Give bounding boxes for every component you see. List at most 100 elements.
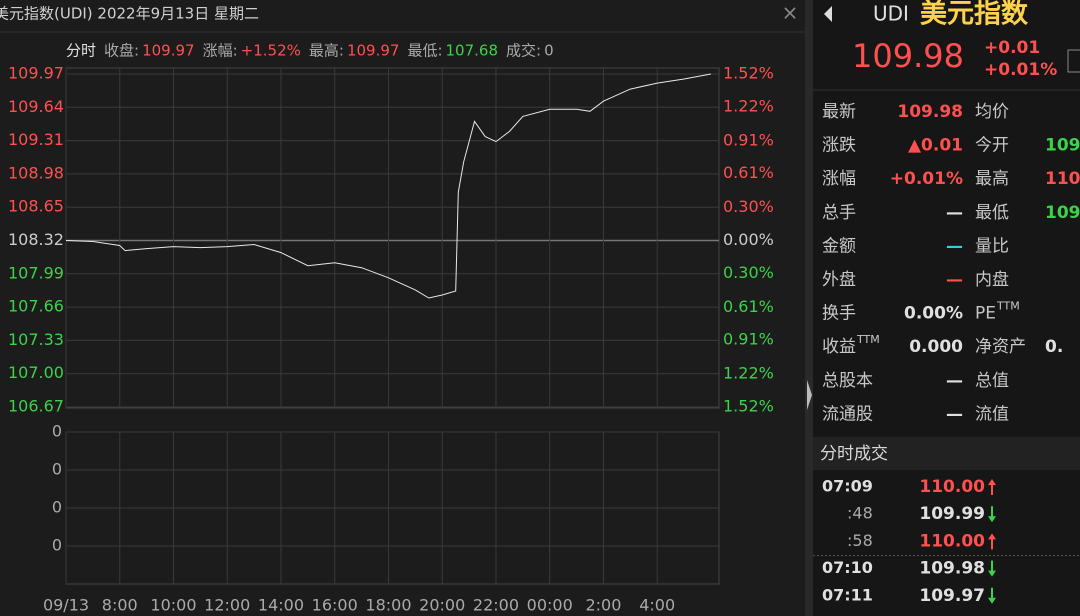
stat-value: — bbox=[946, 270, 963, 290]
x-tick-label: 12:00 bbox=[204, 596, 250, 615]
y2-tick-label: 0.00% bbox=[723, 230, 774, 249]
stat-label-sup: TTM bbox=[996, 300, 1020, 313]
trade-arrow bbox=[988, 560, 996, 577]
stat-label: 流通股 bbox=[822, 404, 873, 424]
stat-value: 109. bbox=[1045, 203, 1080, 223]
y-tick-label: 108.98 bbox=[8, 163, 64, 182]
y2-tick-label: 0.91% bbox=[723, 130, 774, 149]
y2-tick-label: 1.22% bbox=[723, 364, 774, 383]
trade-arrow bbox=[988, 533, 996, 550]
stat-label: 均价 bbox=[975, 102, 1009, 122]
info-close-value: 109.97 bbox=[142, 42, 195, 60]
x-tick-label: 8:00 bbox=[102, 596, 138, 615]
x-tick-label: 14:00 bbox=[258, 596, 304, 615]
info-close-label: 收盘: bbox=[104, 42, 139, 60]
back-arrow bbox=[824, 6, 832, 22]
quote-change: +0.01 bbox=[984, 38, 1040, 58]
stat-label: 换手 bbox=[822, 304, 856, 324]
stat-value: +0.01% bbox=[890, 169, 963, 189]
volume-tick-label: 0 bbox=[52, 422, 62, 441]
y-tick-label: 109.64 bbox=[8, 97, 64, 116]
y-tick-label: 106.67 bbox=[8, 397, 64, 416]
x-tick-label: 4:00 bbox=[639, 596, 675, 615]
y2-tick-label: 1.52% bbox=[723, 397, 774, 416]
x-tick-label: 00:00 bbox=[527, 596, 573, 615]
y2-tick-label: 0.91% bbox=[723, 330, 774, 349]
volume-tick-label: 0 bbox=[52, 460, 62, 479]
stat-value: — bbox=[946, 404, 963, 424]
expand-button[interactable] bbox=[1067, 49, 1080, 73]
x-tick-label: 18:00 bbox=[365, 596, 411, 615]
info-high-label: 最高: bbox=[309, 42, 344, 60]
x-tick-label: 09/13 bbox=[43, 596, 89, 615]
stat-label: PE bbox=[975, 304, 996, 324]
info-change-value: +1.52% bbox=[241, 42, 301, 60]
volume-tick-label: 0 bbox=[52, 498, 62, 517]
stat-label: 收益 bbox=[822, 337, 856, 357]
y-tick-label: 109.97 bbox=[8, 64, 64, 83]
stat-value: 110. bbox=[1045, 169, 1080, 189]
trade-time: :58 bbox=[847, 531, 873, 550]
stat-label: 总股本 bbox=[822, 371, 873, 391]
stat-label: 总手 bbox=[822, 203, 856, 223]
stat-label: 净资产 bbox=[975, 337, 1026, 357]
trade-time: :48 bbox=[847, 504, 873, 523]
y-tick-label: 107.33 bbox=[8, 330, 64, 349]
x-tick-label: 20:00 bbox=[419, 596, 465, 615]
y2-tick-label: 1.22% bbox=[723, 96, 774, 115]
y2-tick-label: 0.30% bbox=[723, 263, 774, 282]
stat-label: 流值 bbox=[975, 404, 1009, 424]
y2-tick-label: 1.52% bbox=[723, 64, 774, 83]
x-tick-label: 10:00 bbox=[150, 596, 196, 615]
y-tick-label: 109.31 bbox=[8, 130, 64, 149]
info-low-value: 107.68 bbox=[446, 42, 499, 60]
trade-time: 07:10 bbox=[822, 558, 873, 577]
stat-value: ▲0.01 bbox=[908, 136, 963, 156]
info-mode: 分时 bbox=[66, 42, 96, 60]
stat-label: 涨跌 bbox=[822, 136, 856, 156]
stat-value: 0. bbox=[1045, 337, 1063, 357]
divider[interactable] bbox=[805, 0, 813, 616]
quote-change-pct: +0.01% bbox=[984, 60, 1057, 80]
stat-label: 涨幅 bbox=[822, 169, 856, 189]
info-volume-label: 成交: bbox=[506, 42, 541, 60]
y-tick-label: 108.65 bbox=[8, 197, 64, 216]
trade-time: 07:11 bbox=[822, 585, 873, 604]
info-volume-value: 0 bbox=[544, 42, 554, 60]
y-tick-label: 107.00 bbox=[8, 363, 64, 382]
y2-tick-label: 0.61% bbox=[723, 297, 774, 316]
stat-label: 最低 bbox=[975, 203, 1009, 223]
stat-label: 今开 bbox=[975, 136, 1009, 156]
close-button[interactable]: × bbox=[782, 1, 799, 25]
info-change-label: 涨幅: bbox=[203, 42, 238, 60]
stat-label: 量比 bbox=[975, 236, 1009, 256]
stat-value: 0.00% bbox=[904, 304, 963, 324]
stat-label: 最新 bbox=[822, 102, 856, 122]
stat-value: 109.98 bbox=[897, 102, 963, 122]
y2-tick-label: 0.61% bbox=[723, 163, 774, 182]
stat-value: — bbox=[946, 236, 963, 256]
x-tick-label: 22:00 bbox=[473, 596, 519, 615]
divider-handle[interactable] bbox=[807, 380, 812, 410]
stat-label: 外盘 bbox=[822, 270, 856, 290]
trade-price: 109.97 bbox=[919, 586, 985, 606]
stat-label: 最高 bbox=[975, 169, 1009, 189]
quote-price: 109.98 bbox=[852, 37, 964, 75]
stat-label: 总值 bbox=[975, 371, 1009, 391]
x-tick-label: 16:00 bbox=[312, 596, 358, 615]
info-low-label: 最低: bbox=[407, 42, 442, 60]
trade-price: 110.00 bbox=[919, 531, 985, 551]
trades-header bbox=[813, 437, 1080, 470]
trade-price: 109.99 bbox=[919, 504, 985, 524]
side-panel bbox=[813, 0, 1080, 616]
stat-value: 109. bbox=[1045, 136, 1080, 156]
info-high-value: 109.97 bbox=[347, 42, 400, 60]
trade-price: 109.98 bbox=[919, 559, 985, 579]
trade-time: 07:09 bbox=[822, 477, 873, 496]
stat-label-sup: TTM bbox=[856, 333, 880, 346]
quote-name: 美元指数 bbox=[920, 0, 1029, 30]
stat-label: 金额 bbox=[822, 236, 856, 256]
header-title: 美元指数(UDI) 2022年9月13日 星期二 bbox=[0, 5, 259, 23]
y-tick-label: 107.66 bbox=[8, 297, 64, 316]
quote-code: UDI bbox=[873, 2, 909, 26]
